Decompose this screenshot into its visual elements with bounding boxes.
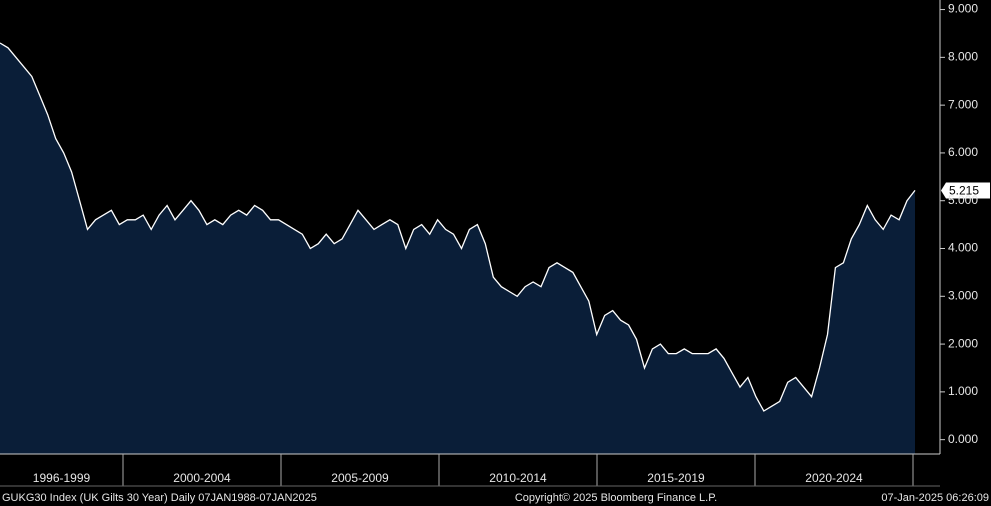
copyright: Copyright© 2025 Bloomberg Finance L.P. [515, 492, 717, 504]
y-tick-label: 3.000 [948, 288, 978, 302]
x-tick-label: 2015-2019 [647, 471, 705, 485]
x-tick-label: 2010-2014 [489, 471, 547, 485]
y-tick-label: 4.000 [948, 241, 978, 255]
x-tick-label: 2005-2009 [331, 471, 389, 485]
y-tick-label: 1.000 [948, 384, 978, 398]
area [0, 43, 915, 454]
y-tick-label: 2.000 [948, 336, 978, 350]
x-tick-label: 1996-1999 [33, 471, 91, 485]
timestamp: 07-Jan-2025 06:26:09 [881, 492, 989, 504]
y-tick-label: 8.000 [948, 50, 978, 64]
x-tick-label: 2000-2004 [173, 471, 231, 485]
y-tick-label: 9.000 [948, 2, 978, 16]
x-tick-label: 2020-2024 [805, 471, 863, 485]
y-tick-label: 0.000 [948, 432, 978, 446]
last-value-tag [941, 182, 990, 199]
last-value-label: 5.215 [949, 184, 979, 198]
y-tick-label: 5.000 [948, 193, 978, 207]
line [0, 42, 916, 412]
y-tick-label: 6.000 [948, 145, 978, 159]
y-tick-label: 7.000 [948, 97, 978, 111]
footer-title: GUKG30 Index (UK Gilts 30 Year) Daily 07… [2, 492, 317, 504]
